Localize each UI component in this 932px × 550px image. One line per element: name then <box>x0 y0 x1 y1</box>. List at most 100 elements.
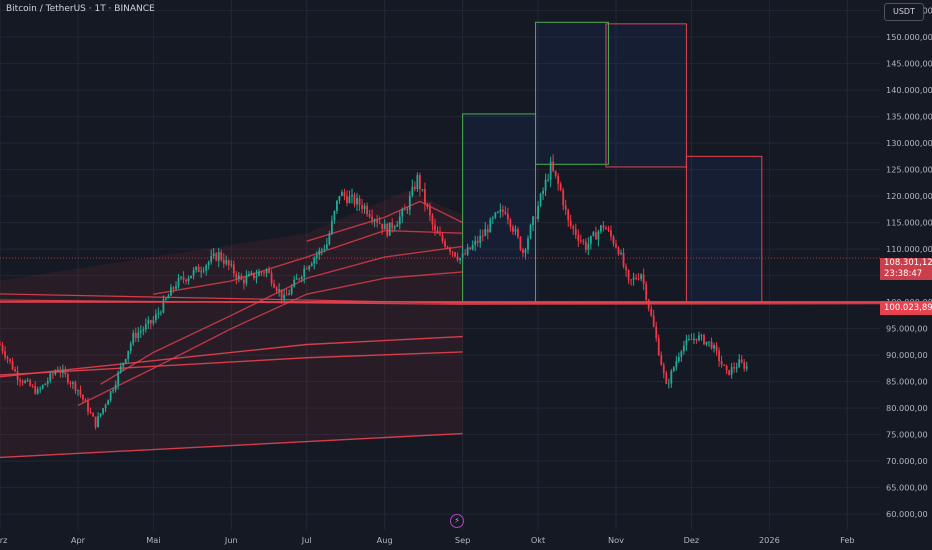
candle-body-2025-12-12 <box>718 350 720 362</box>
candle-body-2025-04-12 <box>104 404 107 409</box>
candle-body-2025-12-02 <box>693 338 695 341</box>
candle-body-2025-03-29 <box>69 382 72 384</box>
candle-body-2025-07-07 <box>320 249 323 251</box>
x-tick-label-3: Jun <box>224 535 238 545</box>
candle-body-2025-12-13 <box>720 361 723 365</box>
candle-body-2025-03-30 <box>72 382 74 384</box>
candle-body-2025-06-07 <box>245 276 248 284</box>
candle-body-2025-07-31 <box>381 223 384 230</box>
currency-button[interactable]: USDT <box>884 3 924 21</box>
x-tick-label-4: Jul <box>301 535 312 545</box>
candle-body-2025-04-28 <box>144 323 147 330</box>
y-tick-label-8: 115.000,00 <box>886 218 932 228</box>
candle-body-2025-04-22 <box>129 343 132 351</box>
y-tick-label-2: 145.000,00 <box>886 59 932 69</box>
candle-body-2025-07-14 <box>338 195 341 201</box>
candle-body-2025-03-27 <box>64 369 67 375</box>
candle-body-2025-03-06 <box>11 361 14 370</box>
candle-body-2025-04-03 <box>82 394 84 400</box>
candle-body-2025-07-08 <box>323 249 326 250</box>
candle-body-2025-08-24 <box>441 235 444 242</box>
candle-body-2025-08-21 <box>434 224 436 231</box>
candle-body-2025-03-23 <box>54 371 57 375</box>
candle-body-2025-07-21 <box>356 198 358 205</box>
candle-body-2025-04-27 <box>142 329 145 331</box>
candle-body-2025-08-13 <box>413 186 416 190</box>
candle-body-2025-12-23 <box>745 366 748 369</box>
candle-body-2025-04-21 <box>127 350 130 360</box>
x-tick-label-8: Nov <box>608 535 624 545</box>
candle-body-2025-03-04 <box>6 357 9 359</box>
candle-body-2025-09-11 <box>486 229 489 233</box>
candle-body-2025-10-16 <box>574 228 577 236</box>
candle-body-2025-08-28 <box>451 251 454 253</box>
candle-body-2025-03-26 <box>61 369 64 373</box>
candle-body-2025-11-11 <box>640 274 643 280</box>
candle-body-2025-04-15 <box>112 390 115 392</box>
candle-body-2025-07-17 <box>346 196 348 203</box>
candle-body-2025-09-13 <box>491 217 494 220</box>
candle-body-2025-07-13 <box>336 200 338 212</box>
candle-body-2025-07-29 <box>376 220 379 223</box>
candle-body-2025-09-14 <box>494 212 497 218</box>
candle-body-2025-11-16 <box>652 315 655 327</box>
candle-body-2025-08-27 <box>449 248 451 252</box>
candle-body-2025-07-27 <box>371 216 374 221</box>
candle-body-2025-10-20 <box>584 241 587 250</box>
y-tick-label-15: 80.000,00 <box>886 403 928 413</box>
candle-body-2025-07-04 <box>313 257 316 264</box>
candle-body-2025-09-19 <box>506 213 509 220</box>
candle-body-2025-06-05 <box>240 275 243 280</box>
candle-body-2025-10-03 <box>542 190 544 194</box>
candle-body-2025-09-10 <box>484 229 487 237</box>
candle-body-2025-03-19 <box>44 383 47 386</box>
support-price-tag: 100.023,89 <box>880 301 932 315</box>
candle-body-2025-10-21 <box>587 243 590 250</box>
candle-body-2025-11-07 <box>630 279 632 281</box>
x-tick-label-11: Feb <box>840 535 855 545</box>
candle-body-2025-08-18 <box>426 204 429 207</box>
candle-body-2025-12-10 <box>713 345 715 349</box>
candle-body-2025-06-10 <box>253 272 255 279</box>
candle-body-2025-12-15 <box>725 365 728 371</box>
candle-body-2025-08-14 <box>416 175 419 190</box>
y-tick-label-9: 110.000,00 <box>886 244 932 254</box>
candle-body-2025-05-11 <box>177 277 180 287</box>
candle-body-2025-05-15 <box>187 278 190 282</box>
ma-line-4 <box>0 432 463 459</box>
candle-body-2025-07-25 <box>366 205 368 214</box>
y-tick-label-1: 150.000,00 <box>886 32 932 42</box>
ma-line-6 <box>100 245 463 385</box>
x-tick-label-7: Okt <box>531 535 546 545</box>
candle-body-2025-08-09 <box>403 209 406 211</box>
candle-body-2025-10-12 <box>564 205 567 210</box>
candle-body-2025-05-01 <box>152 320 155 324</box>
candle-body-2025-08-30 <box>456 256 459 260</box>
candle-body-2025-04-06 <box>89 411 92 413</box>
lightning-bolt-icon[interactable]: ⚡ <box>450 514 464 528</box>
candle-body-2025-03-25 <box>59 370 62 373</box>
candle-body-2025-03-10 <box>21 381 24 383</box>
candle-body-2025-06-15 <box>265 269 268 274</box>
candle-body-2025-03-08 <box>16 371 19 380</box>
candle-body-2025-11-08 <box>632 277 635 280</box>
y-tick-label-4: 135.000,00 <box>886 112 932 122</box>
candle-body-2025-03-12 <box>26 380 29 382</box>
candle-body-2025-08-19 <box>429 206 431 216</box>
candle-body-2025-08-26 <box>446 246 449 249</box>
candle-body-2025-08-03 <box>388 222 391 236</box>
candle-body-2025-06-03 <box>235 273 238 279</box>
candle-body-2025-10-01 <box>537 205 539 220</box>
y-tick-label-16: 75.000,00 <box>886 430 928 440</box>
candle-body-2025-09-30 <box>534 216 537 220</box>
candle-body-2025-08-04 <box>391 222 394 229</box>
range-box-0 <box>462 113 537 303</box>
candle-body-2025-12-14 <box>723 364 726 366</box>
candle-body-2025-08-07 <box>398 216 401 225</box>
candle-body-2025-03-09 <box>19 379 22 382</box>
candle-body-2025-10-02 <box>539 193 542 206</box>
candle-body-2025-10-17 <box>577 235 580 241</box>
candle-body-2025-06-28 <box>298 278 301 280</box>
candle-body-2025-12-07 <box>705 341 708 345</box>
